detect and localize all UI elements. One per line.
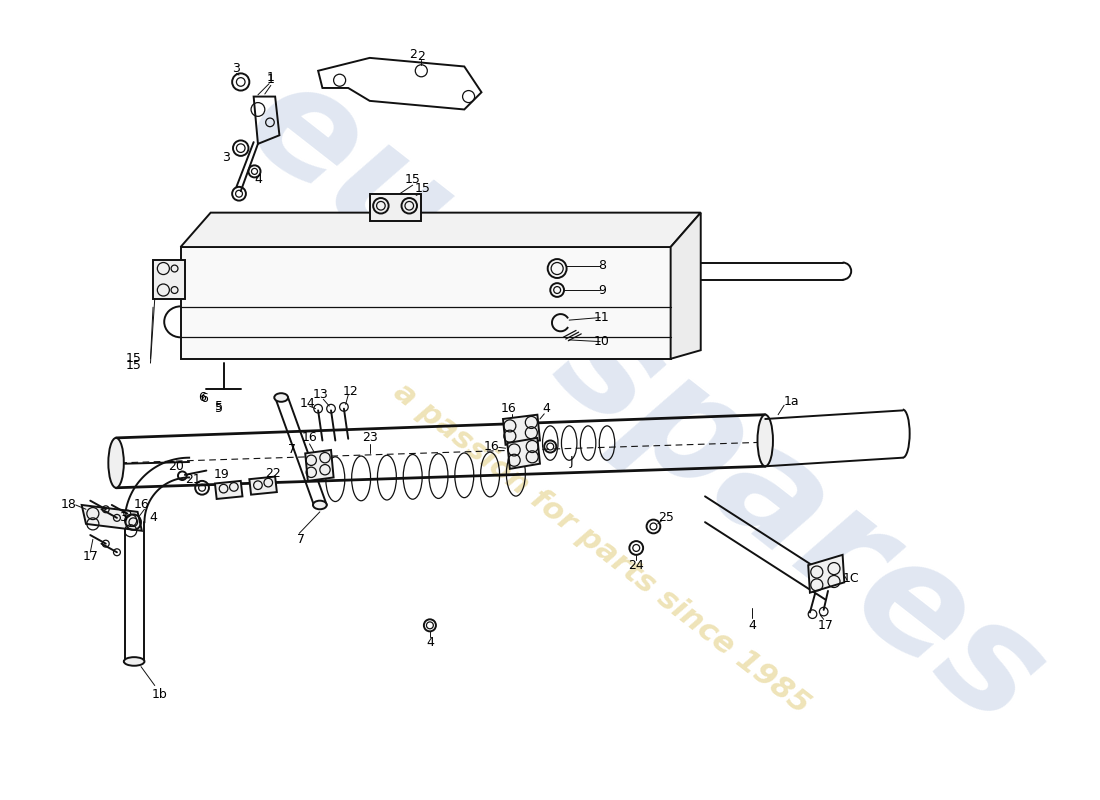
Text: 1: 1 bbox=[267, 73, 275, 86]
Text: 7: 7 bbox=[288, 442, 296, 455]
Text: 4: 4 bbox=[542, 402, 550, 415]
Text: eurospares: eurospares bbox=[219, 46, 1071, 758]
Text: 8: 8 bbox=[598, 259, 606, 273]
Text: 15: 15 bbox=[405, 174, 420, 186]
Text: 10: 10 bbox=[594, 335, 609, 348]
Polygon shape bbox=[808, 555, 845, 593]
Text: 2: 2 bbox=[417, 50, 426, 62]
Polygon shape bbox=[370, 194, 421, 222]
Text: 14: 14 bbox=[300, 397, 316, 410]
Text: J: J bbox=[570, 455, 573, 469]
Text: 3: 3 bbox=[232, 62, 241, 74]
Ellipse shape bbox=[314, 501, 327, 510]
Text: 5: 5 bbox=[216, 399, 223, 413]
Text: 4: 4 bbox=[150, 511, 157, 524]
Ellipse shape bbox=[108, 438, 124, 488]
Text: 20: 20 bbox=[168, 460, 184, 473]
Text: 4: 4 bbox=[426, 636, 433, 649]
Polygon shape bbox=[305, 450, 333, 481]
Text: 1: 1 bbox=[267, 71, 275, 84]
Text: 1C: 1C bbox=[843, 571, 859, 585]
Ellipse shape bbox=[124, 657, 144, 666]
Text: 5: 5 bbox=[216, 402, 223, 415]
Text: 3: 3 bbox=[119, 510, 126, 523]
Text: 16: 16 bbox=[134, 498, 150, 511]
Text: 15: 15 bbox=[415, 182, 431, 195]
Text: 9: 9 bbox=[598, 283, 606, 297]
Ellipse shape bbox=[758, 414, 773, 466]
Text: 16: 16 bbox=[301, 431, 318, 445]
Text: 16: 16 bbox=[484, 440, 499, 453]
Text: 22: 22 bbox=[265, 466, 282, 480]
Text: 4: 4 bbox=[748, 619, 757, 632]
Text: 12: 12 bbox=[343, 385, 359, 398]
Text: 23: 23 bbox=[362, 431, 377, 445]
Text: 17: 17 bbox=[817, 619, 834, 632]
Text: 25: 25 bbox=[659, 511, 674, 524]
Polygon shape bbox=[153, 260, 185, 298]
Text: 17: 17 bbox=[82, 550, 98, 563]
Polygon shape bbox=[503, 414, 540, 445]
Text: 13: 13 bbox=[312, 389, 329, 402]
Text: 3: 3 bbox=[222, 151, 230, 164]
Polygon shape bbox=[250, 477, 277, 494]
Text: 15: 15 bbox=[125, 352, 141, 366]
Text: 1a: 1a bbox=[783, 395, 799, 408]
Text: 6: 6 bbox=[198, 391, 206, 404]
Text: 21: 21 bbox=[186, 473, 201, 486]
Polygon shape bbox=[507, 438, 540, 469]
Text: 15: 15 bbox=[125, 359, 141, 372]
Text: 24: 24 bbox=[628, 558, 645, 572]
Text: 1b: 1b bbox=[151, 688, 167, 701]
Polygon shape bbox=[180, 213, 701, 247]
Text: 18: 18 bbox=[60, 498, 77, 511]
Polygon shape bbox=[81, 505, 142, 530]
Text: 4: 4 bbox=[254, 174, 262, 186]
Text: 6: 6 bbox=[200, 392, 208, 405]
Text: 16: 16 bbox=[502, 402, 517, 415]
Text: 11: 11 bbox=[594, 311, 609, 324]
Ellipse shape bbox=[274, 393, 288, 402]
Polygon shape bbox=[214, 481, 242, 499]
Text: 19: 19 bbox=[214, 468, 230, 482]
Polygon shape bbox=[180, 247, 671, 359]
Polygon shape bbox=[671, 213, 701, 359]
Text: 2: 2 bbox=[409, 48, 417, 61]
Text: a passion for parts since 1985: a passion for parts since 1985 bbox=[388, 377, 815, 719]
Text: 7: 7 bbox=[297, 533, 305, 546]
